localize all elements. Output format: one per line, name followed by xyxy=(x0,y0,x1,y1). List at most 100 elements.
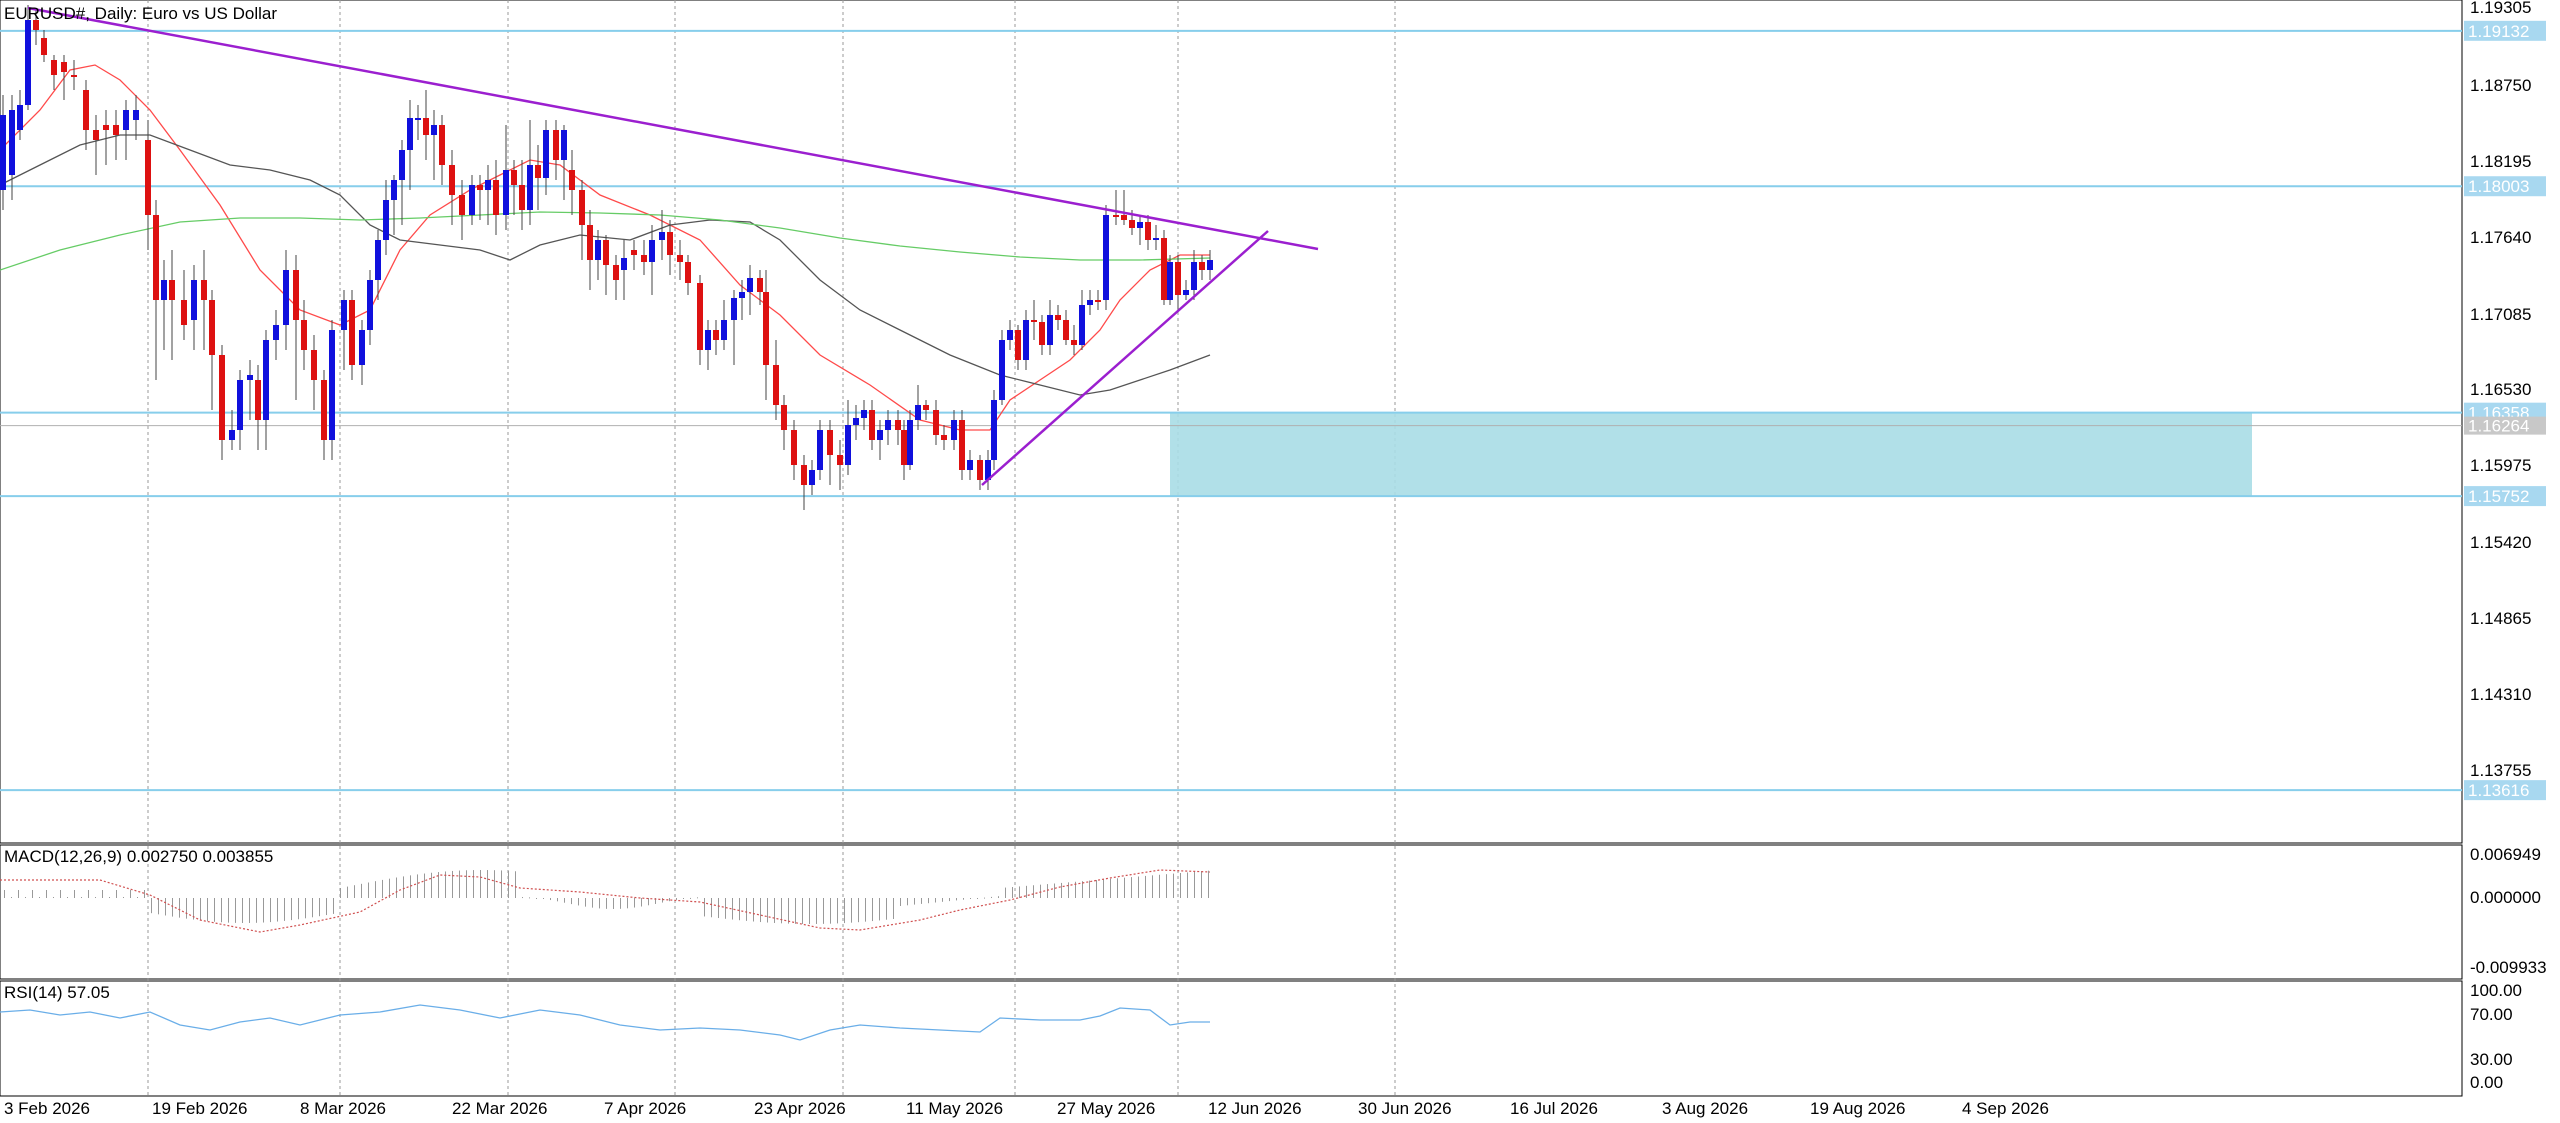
macd-bar xyxy=(25,897,26,898)
macd-bar xyxy=(298,898,299,920)
level-label: 1.13616 xyxy=(2468,781,2529,800)
time-tick: 8 Mar 2026 xyxy=(300,1099,386,1118)
macd-bar xyxy=(557,898,558,902)
macd-bar xyxy=(1194,871,1195,898)
macd-bar xyxy=(725,898,726,919)
long-ma-line xyxy=(0,211,1211,271)
macd-bar xyxy=(669,898,670,902)
macd-bar xyxy=(459,870,460,898)
price-tick: 1.18195 xyxy=(2470,152,2531,171)
candle-body xyxy=(293,270,299,320)
candle-body xyxy=(17,105,23,130)
macd-bar xyxy=(95,897,96,898)
macd-bar xyxy=(963,898,964,900)
macd-bar xyxy=(816,898,817,924)
macd-bar xyxy=(837,898,838,924)
candle-body xyxy=(561,130,567,160)
macd-bar xyxy=(991,896,992,898)
candle-body xyxy=(861,410,867,418)
candle-body xyxy=(587,225,593,260)
macd-bar xyxy=(445,871,446,898)
candle-body xyxy=(1199,262,1205,270)
candle-body xyxy=(967,460,973,470)
time-tick: 3 Feb 2026 xyxy=(4,1099,90,1118)
macd-bar xyxy=(312,898,313,918)
candle-body xyxy=(1175,262,1181,295)
macd-bar xyxy=(340,888,341,898)
macd-bar xyxy=(641,898,642,907)
candle-body xyxy=(569,170,575,190)
candle-body xyxy=(999,340,1005,400)
macd-bar xyxy=(697,897,698,899)
level-label: 1.15752 xyxy=(2468,487,2529,506)
time-tick: 27 May 2026 xyxy=(1057,1099,1155,1118)
macd-bar xyxy=(1005,887,1006,898)
macd-bar xyxy=(977,898,978,899)
time-tick: 30 Jun 2026 xyxy=(1358,1099,1452,1118)
ascending-trendline xyxy=(981,230,1269,486)
macd-bar xyxy=(1187,872,1188,898)
candle-body xyxy=(895,420,901,430)
candle-body xyxy=(103,125,109,130)
candle-body xyxy=(649,240,655,262)
candle-body xyxy=(869,410,875,440)
macd-bar xyxy=(536,898,537,899)
level-label-bg xyxy=(2464,780,2546,801)
candle-body xyxy=(685,262,691,283)
candle-body xyxy=(1063,320,1069,340)
candlesticks xyxy=(0,5,1213,510)
candle-body xyxy=(747,278,753,292)
macd-bar xyxy=(886,898,887,920)
macd-bar xyxy=(277,898,278,922)
macd-bar xyxy=(921,898,922,904)
macd-bar xyxy=(543,898,544,899)
macd-bar xyxy=(1026,885,1027,898)
candle-body xyxy=(9,110,15,175)
candle-body xyxy=(801,465,807,485)
macd-bar xyxy=(585,898,586,907)
candle-body xyxy=(485,180,491,190)
candle-body xyxy=(1121,215,1127,220)
macd-bar xyxy=(753,898,754,922)
macd-bar xyxy=(893,898,894,920)
candle-body xyxy=(329,330,335,440)
candle-body xyxy=(33,20,39,30)
candle-body xyxy=(907,420,913,465)
macd-bar xyxy=(130,890,131,898)
price-axis: 1.19305 1.18750 1.18195 1.17640 1.17085 … xyxy=(2470,0,2531,780)
candle-body xyxy=(705,330,711,350)
horizontal-levels[interactable] xyxy=(0,29,2462,792)
rsi-panel[interactable] xyxy=(0,980,2463,1097)
candle-body xyxy=(781,405,787,430)
candle-body xyxy=(423,118,429,135)
macd-panel[interactable] xyxy=(0,844,2463,980)
support-zone-rectangle[interactable] xyxy=(1170,412,2252,497)
candle-body xyxy=(237,380,243,430)
candle-body xyxy=(209,300,215,355)
macd-bar xyxy=(326,898,327,916)
macd-bar xyxy=(1152,875,1153,898)
macd-bar xyxy=(1110,878,1111,898)
candle-body xyxy=(677,255,683,262)
macd-bar xyxy=(599,898,600,909)
rsi-tick: 0.00 xyxy=(2470,1073,2503,1092)
macd-bar xyxy=(1075,881,1076,898)
candle-body xyxy=(247,375,253,380)
candle-body xyxy=(349,300,355,365)
candle-body xyxy=(809,470,815,485)
macd-tick: 0.000000 xyxy=(2470,888,2541,907)
rsi-axis: 100.00 70.00 30.00 0.00 xyxy=(2470,981,2522,1092)
macd-bar xyxy=(431,872,432,898)
candle-body xyxy=(1137,222,1143,228)
candle-body xyxy=(145,140,151,215)
candle-body xyxy=(885,420,891,430)
current-price-bg xyxy=(2464,416,2546,435)
trendlines[interactable] xyxy=(27,6,1319,486)
candle-body xyxy=(731,298,737,320)
candle-body xyxy=(827,430,833,455)
price-tick: 1.17640 xyxy=(2470,228,2531,247)
macd-bar xyxy=(1103,879,1104,898)
macd-bar xyxy=(592,898,593,908)
candle-body xyxy=(229,430,235,440)
